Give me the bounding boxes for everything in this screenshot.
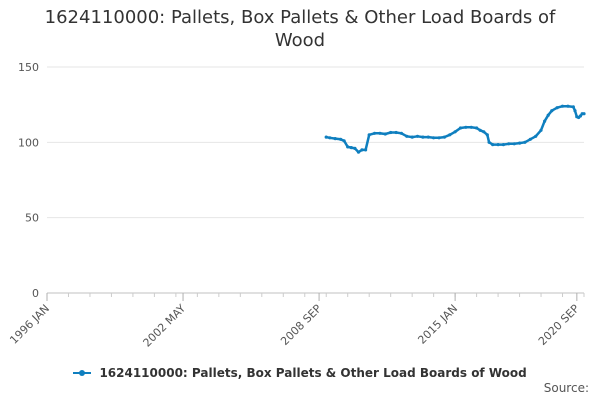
data-point[interactable] [339, 137, 343, 141]
x-tick-label: 2008 SEP [278, 302, 324, 348]
data-point[interactable] [464, 125, 468, 129]
data-point[interactable] [448, 133, 452, 137]
data-point[interactable] [421, 135, 425, 139]
data-point[interactable] [582, 112, 586, 116]
data-point[interactable] [453, 130, 457, 134]
data-point[interactable] [346, 145, 350, 149]
data-point[interactable] [333, 137, 337, 141]
data-point[interactable] [496, 143, 500, 147]
data-point[interactable] [373, 131, 377, 135]
grid-lines [47, 66, 584, 219]
axes [46, 292, 585, 301]
data-point[interactable] [394, 130, 398, 135]
data-point[interactable] [478, 128, 482, 132]
data-point[interactable] [342, 139, 346, 143]
chart-title: 1624110000: Pallets, Box Pallets & Other… [0, 6, 600, 52]
data-point[interactable] [324, 135, 328, 139]
data-point[interactable] [534, 134, 538, 138]
data-point[interactable] [560, 104, 565, 108]
data-point[interactable] [507, 142, 511, 146]
data-point[interactable] [383, 132, 387, 136]
data-point[interactable] [458, 126, 463, 130]
data-point[interactable] [437, 136, 441, 140]
y-axis-ticks: 0 50 100 150 [18, 61, 39, 300]
data-point[interactable] [415, 134, 420, 138]
data-point[interactable] [487, 140, 491, 144]
data-point[interactable] [518, 141, 522, 145]
y-tick-label: 50 [25, 212, 39, 225]
y-tick-label: 100 [18, 136, 39, 149]
data-point[interactable] [399, 131, 403, 135]
data-point[interactable] [571, 105, 575, 109]
x-tick-label: 1996 JAN [7, 302, 52, 347]
data-point[interactable] [367, 133, 371, 137]
y-tick-label: 150 [18, 61, 39, 74]
data-point[interactable] [410, 135, 414, 139]
data-point[interactable] [543, 119, 547, 123]
legend-label: 1624110000: Pallets, Box Pallets & Other… [99, 366, 527, 380]
legend-swatch-icon [73, 369, 92, 376]
data-point[interactable] [389, 130, 393, 135]
data-point[interactable] [353, 146, 357, 150]
data-point[interactable] [378, 131, 382, 135]
chart-title-line-2: Wood [274, 30, 326, 51]
data-point[interactable] [546, 113, 550, 117]
x-tick-label: 2002 MAY [141, 302, 189, 350]
data-point[interactable] [528, 137, 532, 141]
data-point[interactable] [512, 142, 516, 146]
data-point[interactable] [482, 130, 486, 134]
data-point[interactable] [442, 135, 446, 139]
data-point[interactable] [356, 150, 361, 154]
y-tick-label: 0 [32, 287, 39, 300]
x-axis-ticks: 1996 JAN 2002 MAY 2008 SEP 2015 JAN 2020 SEP [7, 302, 582, 350]
data-point[interactable] [469, 125, 473, 129]
data-point[interactable] [523, 140, 527, 144]
data-point[interactable] [485, 133, 489, 137]
x-tick-label: 2020 SEP [536, 302, 582, 348]
data-point[interactable] [426, 135, 430, 139]
x-tick-label: 2015 JAN [415, 302, 460, 347]
data-point[interactable] [539, 128, 543, 132]
data-point[interactable] [555, 106, 559, 110]
data-point[interactable] [405, 134, 409, 138]
data-point[interactable] [501, 143, 505, 147]
series-line [325, 104, 584, 154]
data-point[interactable] [328, 136, 332, 140]
data-point[interactable] [573, 109, 577, 113]
data-point[interactable] [475, 126, 479, 130]
data-point[interactable] [360, 148, 364, 152]
data-point[interactable] [364, 148, 368, 152]
data-point[interactable] [432, 136, 436, 140]
source-label: Source: [543, 381, 589, 395]
data-point[interactable] [578, 114, 583, 118]
legend[interactable]: 1624110000: Pallets, Box Pallets & Other… [0, 366, 600, 380]
series-layer [324, 104, 586, 154]
data-point[interactable] [566, 104, 570, 108]
chart-title-line-1: 1624110000: Pallets, Box Pallets & Other… [44, 7, 556, 28]
data-point[interactable] [550, 109, 554, 113]
data-point[interactable] [349, 146, 353, 150]
data-point[interactable] [491, 143, 495, 147]
